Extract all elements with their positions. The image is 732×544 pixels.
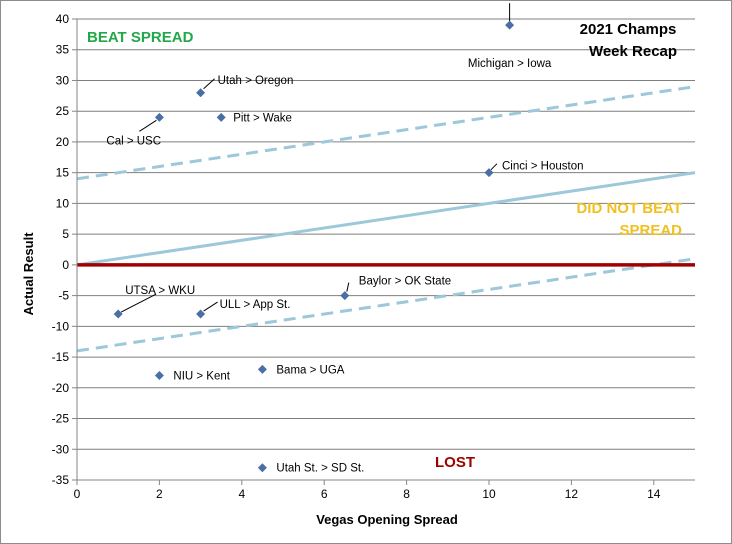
y-tick-label: -25 xyxy=(52,412,70,426)
data-point-label: Cal > USC xyxy=(106,135,161,147)
x-tick-label: 10 xyxy=(482,487,496,501)
leader-line xyxy=(139,119,157,132)
leader-line xyxy=(346,282,350,292)
zone-label-did-not-beat: DID NOT BEAT xyxy=(576,200,682,217)
y-tick-label: -10 xyxy=(52,319,70,333)
zone-label-beat-spread: BEAT SPREAD xyxy=(87,29,194,46)
x-tick-label: 2 xyxy=(156,487,163,501)
y-tick-label: -20 xyxy=(52,381,70,395)
y-tick-label: 25 xyxy=(56,104,70,118)
axes: -35 -30 -25 -20 -15 -10 -5 0 5 10 15 20 25 30 35 40 0 2 4 6… xyxy=(52,12,695,501)
data-point-marker xyxy=(196,88,206,98)
reference-line-spread xyxy=(76,171,696,267)
reference-line-upper-band xyxy=(76,85,696,181)
data-point-label: Utah St. > SD St. xyxy=(276,463,364,475)
leader-line xyxy=(490,163,498,171)
y-tick-label: 10 xyxy=(56,196,70,210)
data-points: Michigan > Iowa Utah > Oregon Cal > USC Pit… xyxy=(106,3,584,475)
y-tick-label: 15 xyxy=(56,166,70,180)
y-tick-label: -35 xyxy=(52,473,70,487)
data-point-label: Pitt > Wake xyxy=(233,112,292,124)
reference-line-lower-band xyxy=(76,257,696,353)
chart-title-line-2: Week Recap xyxy=(589,43,677,60)
y-tick-label: 20 xyxy=(56,135,70,149)
data-point-marker xyxy=(257,463,267,473)
y-axis-title: Actual Result xyxy=(21,232,36,316)
data-point-marker xyxy=(196,309,206,319)
zone-label-spread: SPREAD xyxy=(619,222,682,239)
leader-line xyxy=(203,301,218,312)
data-point-label: Bama > UGA xyxy=(276,364,344,376)
data-point-marker xyxy=(340,291,350,301)
x-tick-label: 12 xyxy=(565,487,579,501)
leader-line xyxy=(120,293,157,313)
y-tick-label: -15 xyxy=(52,350,70,364)
x-tick-label: 6 xyxy=(321,487,328,501)
grid-lines xyxy=(77,18,695,450)
data-point-label: Michigan > Iowa xyxy=(468,58,552,70)
data-point-label: Cinci > Houston xyxy=(502,161,584,173)
data-point-label: Utah > Oregon xyxy=(218,75,294,87)
data-point-label: ULL > App St. xyxy=(220,299,291,311)
data-point-marker xyxy=(113,309,123,319)
y-tick-label: 40 xyxy=(56,12,70,26)
data-point-marker xyxy=(216,112,226,122)
x-tick-label: 4 xyxy=(238,487,245,501)
y-tick-label: 0 xyxy=(62,258,69,272)
data-point-label: Baylor > OK State xyxy=(359,276,451,288)
y-tick-label: 35 xyxy=(56,43,70,57)
x-axis-title: Vegas Opening Spread xyxy=(316,512,458,527)
leader-line xyxy=(203,78,215,90)
x-tick-label: 0 xyxy=(74,487,81,501)
x-tick-label: 8 xyxy=(403,487,410,501)
data-point-marker xyxy=(257,364,267,374)
chart-title-line-1: 2021 Champs xyxy=(580,21,677,38)
y-tick-label: -30 xyxy=(52,442,70,456)
data-point-marker xyxy=(154,371,164,381)
data-point-marker xyxy=(505,20,515,30)
data-point-label: NIU > Kent xyxy=(173,371,230,383)
y-tick-label: 30 xyxy=(56,73,70,87)
y-tick-label: -5 xyxy=(58,289,69,303)
y-tick-label: 5 xyxy=(62,227,69,241)
data-point-marker xyxy=(154,112,164,122)
reference-lines xyxy=(76,85,696,353)
data-point-label: UTSA > WKU xyxy=(125,285,195,297)
x-tick-label: 14 xyxy=(647,487,661,501)
zone-label-lost: LOST xyxy=(435,454,475,471)
data-point-marker xyxy=(484,168,494,178)
